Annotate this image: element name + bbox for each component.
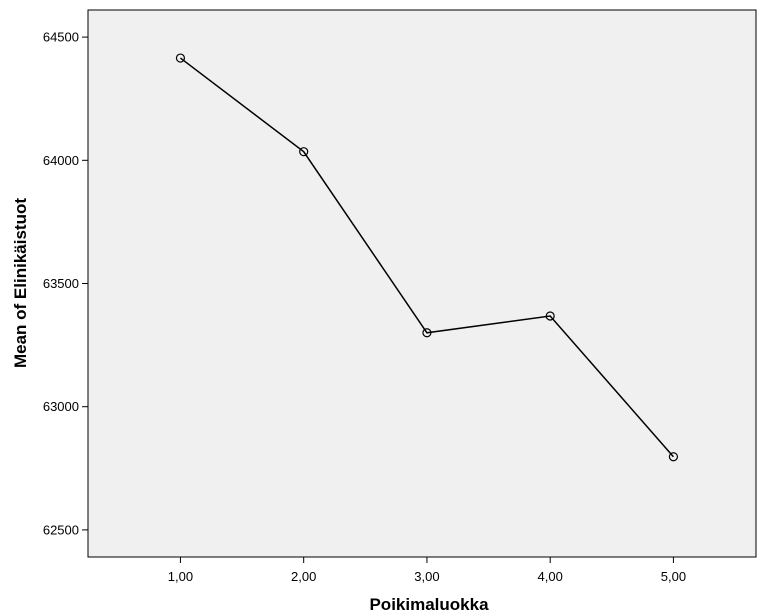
y-tick-label: 63500	[43, 276, 79, 291]
data-point-marker	[422, 328, 432, 338]
y-tick-label: 63000	[43, 399, 79, 414]
data-point-marker	[545, 311, 555, 321]
y-tick-label: 64000	[43, 153, 79, 168]
data-point-marker	[299, 147, 309, 157]
data-point-marker	[175, 53, 186, 63]
x-axis-title: Poikimaluokka	[369, 595, 489, 614]
x-tick-label: 2,00	[291, 569, 316, 584]
x-tick-label: 5,00	[661, 569, 686, 584]
x-tick-label: 4,00	[538, 569, 563, 584]
y-axis-ticks: 62500 63000 63500 64000 64500	[43, 30, 88, 537]
series-group	[175, 53, 679, 462]
plot-area	[87, 9, 757, 558]
series-line	[179, 57, 674, 458]
y-tick-label: 64500	[43, 30, 79, 45]
x-tick-label: 1,00	[168, 569, 193, 584]
data-point-marker	[668, 452, 679, 462]
y-tick-label: 62500	[43, 522, 79, 537]
y-axis-title: Mean of Elinikäistuot	[11, 198, 30, 368]
x-tick-label: 3,00	[414, 569, 439, 584]
x-axis-ticks: 1,00 2,00 3,00 4,00 5,00	[168, 557, 686, 584]
